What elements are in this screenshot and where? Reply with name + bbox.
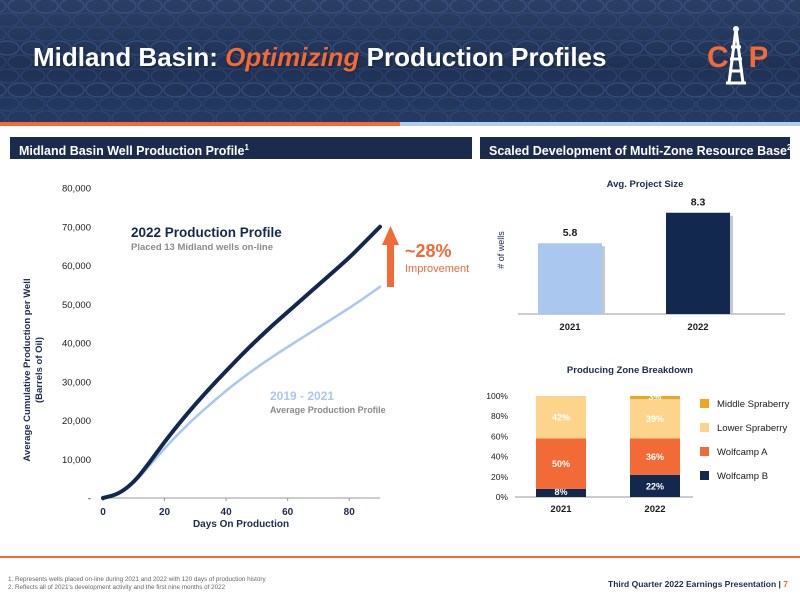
zone-segment-wolfcamp-b-2021 <box>536 488 586 497</box>
zone-y-tick-label: 80% <box>491 411 508 421</box>
improvement-arrow-icon <box>382 226 399 287</box>
footnote-1: 1. Represents wells placed on-line durin… <box>8 576 266 583</box>
zone-segment-wolfcamp-a-2022 <box>630 438 680 475</box>
zone-y-tick-label: 20% <box>491 472 508 482</box>
legend-swatch <box>700 447 709 456</box>
profile-2022-title: 2022 Production Profile <box>131 225 282 240</box>
x-tick-label: 80 <box>344 507 356 518</box>
x-tick-label: 40 <box>221 507 233 518</box>
zone-segment-label: 3% <box>648 392 661 402</box>
legend-swatch <box>700 471 709 480</box>
right-section-header: Scaled Development of Multi-Zone Resourc… <box>480 137 791 159</box>
y-tick-label: 70,000 <box>62 222 91 233</box>
zone-y-tick-label: 0% <box>496 492 509 502</box>
footnotes: 1. Represents wells placed on-line durin… <box>8 576 266 592</box>
improvement-percent: ~28% <box>405 241 452 261</box>
footer-rule <box>0 556 800 558</box>
zone-breakdown-title: Producing Zone Breakdown <box>567 365 693 376</box>
legend-swatch <box>700 399 709 408</box>
zone-y-tick-label: 40% <box>491 452 508 462</box>
y-tick-label: 80,000 <box>62 184 91 195</box>
project-size-ylabel: # of wells <box>496 231 506 269</box>
project-size-category-label: 2021 <box>559 322 581 333</box>
zone-segment-label: 36% <box>646 452 664 462</box>
zone-category-label: 2022 <box>644 504 665 515</box>
project-size-value-label: 5.8 <box>563 227 578 239</box>
legend-label: Wolfcamp B <box>717 471 768 482</box>
zone-segment-label: 22% <box>646 481 664 491</box>
y-tick-label: 50,000 <box>62 300 91 311</box>
legend-label: Lower Spraberry <box>717 423 787 434</box>
y-axis-label-line1: Average Cumulative Production per Well <box>22 278 33 461</box>
y-tick-label: 10,000 <box>62 455 91 466</box>
y-tick-label: 20,000 <box>62 416 91 427</box>
improvement-label: Improvement <box>405 263 469 275</box>
profile-2019-subtitle: Average Production Profile <box>270 405 386 415</box>
legend-label: Wolfcamp A <box>717 447 768 458</box>
project-size-bar-2022 <box>666 212 730 314</box>
profile-2019-title: 2019 - 2021 <box>270 389 334 403</box>
x-tick-label: 20 <box>159 507 171 518</box>
zone-y-tick-label: 100% <box>486 391 508 401</box>
x-axis-label: Days On Production <box>193 519 289 530</box>
left-section-header: Midland Basin Well Production Profile1 <box>10 137 472 159</box>
company-logo-icon: CP <box>707 26 767 85</box>
zone-segment-label: 39% <box>646 414 664 424</box>
pipe-stack-background <box>0 0 800 122</box>
y-tick-label: 60,000 <box>62 261 91 272</box>
zone-segment-label: 8% <box>554 487 567 497</box>
zone-segment-lower-spraberry-2021 <box>536 396 586 439</box>
zone-y-tick-label: 60% <box>491 431 508 441</box>
zone-segment-wolfcamp-a-2021 <box>536 438 586 489</box>
series-line-2022 <box>101 224 382 500</box>
y-tick-label: - <box>88 494 91 505</box>
header-banner: Midland Basin: Optimizing Production Pro… <box>0 0 800 122</box>
page-number: 7 <box>783 579 788 589</box>
y-tick-label: 30,000 <box>62 377 91 388</box>
avg-project-size-chart: Avg. Project Size # of wells 5.8 2021 8.3 2… <box>496 179 785 333</box>
project-size-bar-2021 <box>538 243 602 314</box>
legend-label: Middle Spraberry <box>717 399 790 410</box>
presentation-footer: Third Quarter 2022 Earnings Presentation… <box>608 579 788 589</box>
zone-segment-label: 50% <box>552 459 570 469</box>
header-rule-blue <box>400 122 800 126</box>
zone-segment-label: 42% <box>552 413 570 423</box>
x-tick-label: 60 <box>282 507 294 518</box>
project-size-category-label: 2022 <box>687 322 708 333</box>
profile-2022-subtitle: Placed 13 Midland wells on-line <box>131 242 273 253</box>
zone-segment-lower-spraberry-2022 <box>630 399 680 439</box>
header-rule-orange <box>0 122 400 126</box>
footnote-2: 2. Reflects all of 2021's development ac… <box>8 584 226 591</box>
project-size-value-label: 8.3 <box>691 197 706 209</box>
title-accent: Optimizing <box>225 42 360 72</box>
zone-segment-wolfcamp-b-2022 <box>630 474 680 497</box>
x-tick-label: 0 <box>100 507 106 518</box>
production-profile-line-chart: - 10,000 20,000 30,000 40,000 50,000 60,000 70,… <box>22 184 469 531</box>
project-size-title: Avg. Project Size <box>607 179 684 190</box>
zone-category-label: 2021 <box>550 504 572 515</box>
legend-swatch <box>700 423 709 432</box>
y-axis-label-line2: (Barrels of Oil) <box>34 337 45 403</box>
y-tick-label: 40,000 <box>62 339 91 350</box>
producing-zone-stacked-chart: Producing Zone Breakdown 0% 20% 40% 60% 80% 1… <box>486 365 790 515</box>
slide-title: Midland Basin: Optimizing Production Pro… <box>33 42 607 72</box>
zone-segment-middle-spraberry-2022 <box>630 396 680 400</box>
